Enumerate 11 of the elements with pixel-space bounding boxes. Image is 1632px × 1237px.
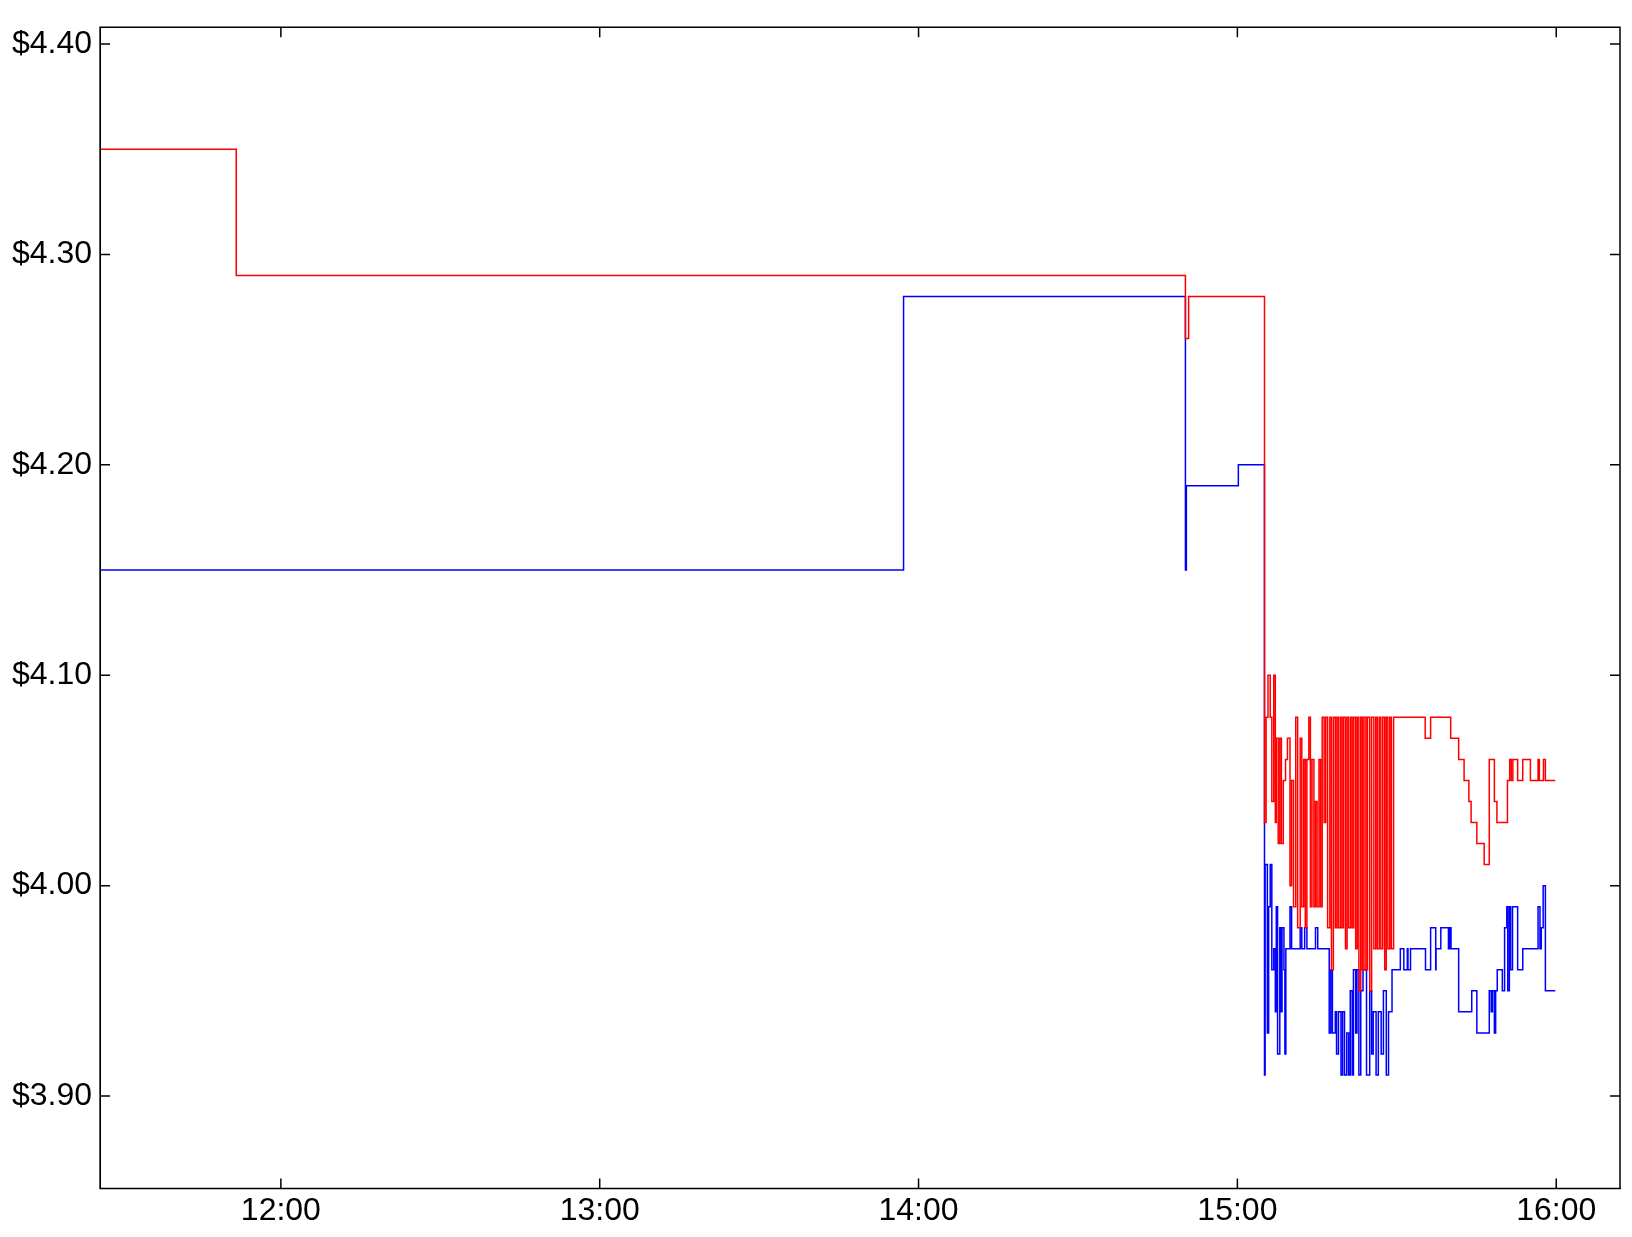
y-tick-label: $4.20 <box>12 444 93 481</box>
x-tick-label: 16:00 <box>1516 1190 1597 1227</box>
y-tick-label: $4.10 <box>12 655 93 692</box>
x-tick-label: 12:00 <box>240 1190 321 1227</box>
y-tick-label: $4.00 <box>12 865 93 902</box>
x-tick-label: 13:00 <box>559 1190 640 1227</box>
y-tick-label: $4.40 <box>12 23 93 60</box>
y-tick-label: $3.90 <box>12 1075 93 1112</box>
y-tick-label: $4.30 <box>12 234 93 271</box>
x-tick-label: 15:00 <box>1197 1190 1278 1227</box>
x-tick-label: 14:00 <box>878 1190 959 1227</box>
